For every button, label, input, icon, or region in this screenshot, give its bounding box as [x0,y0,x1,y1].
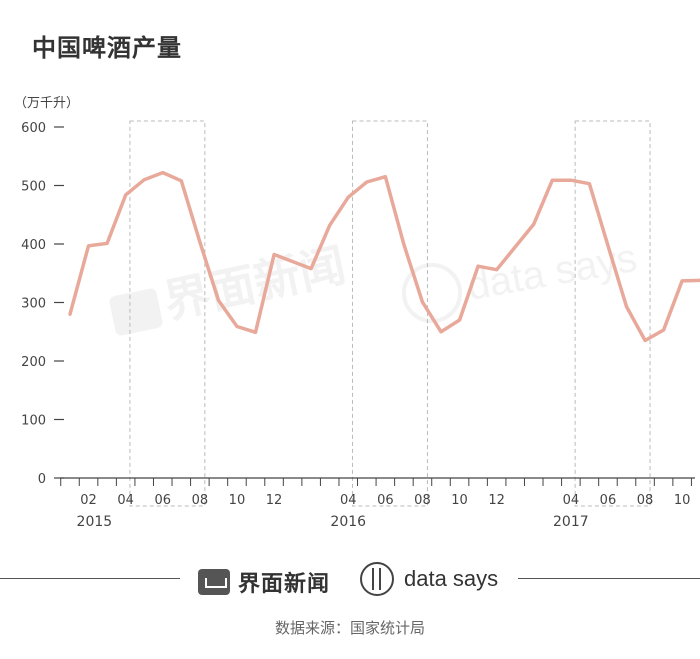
y-tick-label: 0 [38,472,46,487]
y-tick-label: 300 [21,297,46,312]
line-chart: 界面新闻 data says 0 100 200 300 400 500 600 02 04 06 08… [21,120,700,530]
jiemian-logo-icon [198,569,230,595]
y-tick-label: 200 [21,355,46,370]
footer-divider-left [0,578,180,579]
footer-divider-right [518,578,700,579]
x-tick-label: 12 [266,493,283,508]
watermark-data-says: data says [464,236,640,309]
data-says-icon [360,562,394,596]
x-tick-label: 04 [563,493,580,508]
x-tick-label: 08 [637,493,654,508]
x-tick-label: 10 [451,493,468,508]
highlight-box-2 [352,120,428,507]
data-source: 数据来源：国家统计局 [274,619,425,637]
y-tick-label: 100 [21,414,46,429]
year-label: 2015 [77,514,113,530]
chart-title: 中国啤酒产量 [32,34,182,62]
x-tick-label: 08 [414,493,431,508]
year-label: 2016 [330,514,366,530]
y-axis-unit-label: （万千升） [14,96,80,111]
y-tick-label: 500 [21,180,46,195]
highlight-box-1 [129,120,206,507]
y-tick-label: 600 [21,121,46,136]
x-tick-label: 04 [340,493,357,508]
x-tick-label: 10 [229,493,246,508]
highlight-box-3 [574,120,651,507]
x-tick-label: 02 [80,493,97,508]
watermark-jiemian-icon [109,288,163,336]
x-tick-label: 08 [192,493,209,508]
production-line [68,170,700,343]
jiemian-logo-text: 界面新闻 [238,572,331,597]
x-tick-label: 06 [154,493,171,508]
y-tick-label: 400 [21,238,46,253]
x-tick-label: 04 [117,493,134,508]
year-label: 2017 [553,514,589,530]
x-tick-label: 06 [377,493,394,508]
x-tick-label: 10 [674,493,691,508]
jiemian-logo: 界面新闻 [198,566,330,598]
data-says-logo: data says [360,562,498,596]
watermark-data-says-icon [402,263,462,323]
data-says-text: data says [404,566,499,591]
x-tick-label: 06 [600,493,617,508]
x-tick-label: 12 [488,493,505,508]
watermark-jiemian: 界面新闻 [159,238,350,329]
